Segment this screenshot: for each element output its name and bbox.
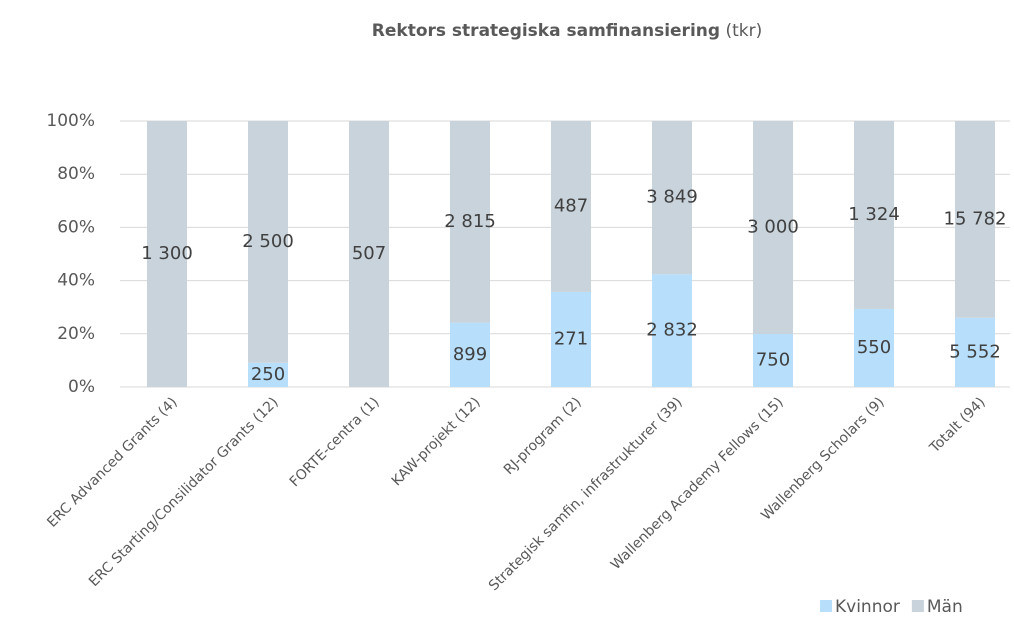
data-label: 2 500 bbox=[242, 231, 294, 252]
legend-label: Kvinnor bbox=[835, 597, 900, 617]
bar-segment bbox=[854, 121, 894, 309]
bar-segment bbox=[955, 317, 995, 387]
bar-segment bbox=[652, 274, 692, 387]
data-label: 271 bbox=[554, 328, 588, 349]
chart-title: Rektors strategiska samfinansiering (tkr… bbox=[372, 21, 762, 41]
data-label: 15 782 bbox=[944, 208, 1007, 229]
data-label: 3 849 bbox=[646, 187, 698, 208]
bar-segment bbox=[551, 291, 591, 387]
bar-segment bbox=[147, 121, 187, 387]
bar-segment bbox=[854, 308, 894, 387]
bar-segment bbox=[450, 322, 490, 387]
data-label: 3 000 bbox=[747, 216, 799, 237]
bar-segment bbox=[551, 121, 591, 292]
data-label: 2 815 bbox=[444, 211, 496, 232]
title-main: Rektors strategiska samfinansiering bbox=[372, 21, 720, 41]
data-label: 487 bbox=[554, 195, 588, 216]
legend-swatch bbox=[911, 600, 924, 612]
x-tick-label: ERC Starting/Consilidator Grants (12) bbox=[86, 394, 282, 590]
y-tick-label: 40% bbox=[57, 271, 95, 291]
data-label: 750 bbox=[756, 349, 790, 370]
legend-swatch bbox=[820, 600, 832, 612]
y-tick-label: 20% bbox=[57, 324, 95, 344]
x-tick-label: Totalt (94) bbox=[926, 394, 988, 456]
bar-segment bbox=[349, 121, 389, 387]
bar-segment bbox=[450, 121, 490, 323]
y-tick-label: 60% bbox=[57, 217, 95, 237]
title-unit: (tkr) bbox=[725, 21, 762, 41]
bar-segment bbox=[652, 121, 692, 275]
y-tick-label: 80% bbox=[57, 164, 95, 184]
data-label: 250 bbox=[251, 364, 285, 385]
x-tick-label: Wallenberg Academy Fellows (15) bbox=[608, 394, 787, 573]
x-tick-label: KAW-projekt (12) bbox=[389, 394, 484, 489]
y-tick-label: 100% bbox=[46, 111, 95, 131]
data-label: 550 bbox=[857, 337, 891, 358]
y-tick-label: 0% bbox=[68, 377, 95, 397]
x-tick-label: FORTE-centra (1) bbox=[287, 394, 383, 490]
bar-segment bbox=[248, 121, 288, 363]
data-label: 5 552 bbox=[949, 341, 1001, 362]
bar-segment bbox=[753, 333, 793, 387]
x-tick-label: Strategisk samfin, infrastrukturer (39) bbox=[486, 394, 686, 594]
bar-segment bbox=[753, 121, 793, 334]
data-label: 899 bbox=[453, 344, 487, 365]
legend-label: Män bbox=[927, 597, 963, 617]
data-label: 2 832 bbox=[646, 320, 698, 341]
data-label: 1 324 bbox=[848, 204, 900, 225]
bar-segment bbox=[248, 362, 288, 387]
data-label: 1 300 bbox=[141, 243, 193, 264]
bar-segment bbox=[955, 121, 995, 318]
data-label: 507 bbox=[352, 243, 386, 264]
x-tick-label: RJ-program (2) bbox=[501, 394, 585, 478]
